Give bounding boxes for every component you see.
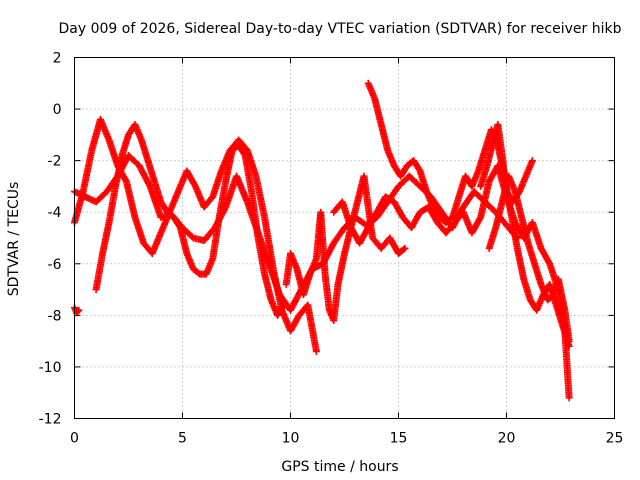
y-tick-label: -10 [39,360,62,376]
y-tick-label: -4 [48,205,62,221]
plot-frame [74,57,615,419]
data-point [565,394,573,402]
chart-title: Day 009 of 2026, Sidereal Day-to-day VTE… [59,21,622,37]
x-axis-label: GPS time / hours [281,459,398,475]
series-satellite-track-C [71,115,320,355]
data-point [312,347,320,355]
y-axis-label: SDTVAR / TECUs [6,182,22,297]
data-point [401,244,409,252]
y-tick-label: -12 [39,412,62,428]
x-tick-label: 0 [70,431,79,447]
data-points [71,79,573,402]
y-tick-label: 2 [53,51,62,67]
data-point [400,245,408,253]
data-point [415,165,423,173]
series-satellite-track-I [477,121,536,206]
data-point [75,306,83,314]
x-tick-label: 10 [282,431,300,447]
x-tick-label: 25 [606,431,624,447]
y-tick-label: -2 [48,154,62,170]
series-satellite-track-D [71,304,83,317]
data-point [175,222,183,230]
y-tick-label: -6 [48,257,62,273]
y-tick-label: -8 [48,308,62,324]
y-tick-label: 0 [53,102,62,118]
data-point [565,337,573,345]
x-tick-label: 20 [498,431,516,447]
x-tick-label: 5 [178,431,187,447]
series-satellite-track-B [92,121,288,319]
data-point [74,307,82,315]
data-point [528,157,536,165]
x-tick-label: 15 [390,431,408,447]
axis-tick-labels: 0 5 10 15 20 25 -12 -10 -8 -6 -4 -2 0 2 [39,51,624,447]
series-satellite-track-G [282,172,409,325]
series-satellite-track-E [364,79,573,350]
